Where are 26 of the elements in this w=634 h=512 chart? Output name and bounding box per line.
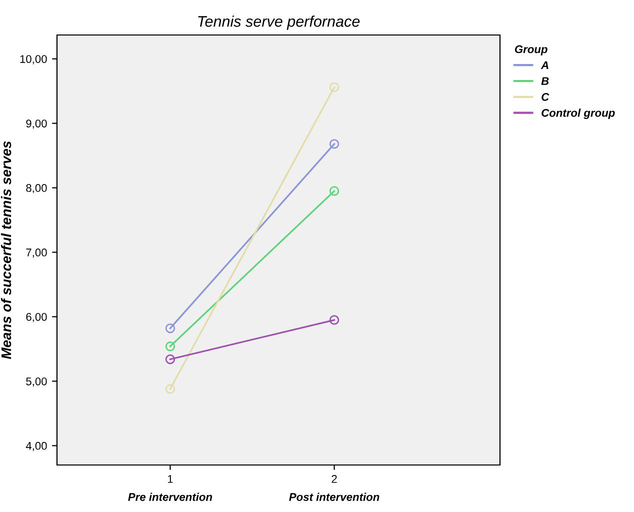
point [165, 342, 176, 352]
legend-label: Control group [542, 108, 615, 120]
x-tick-label: 1 [168, 475, 173, 483]
y-tick-label: 5,00 [26, 377, 47, 387]
point [165, 323, 176, 334]
point [165, 384, 176, 394]
y-axis-title: Means of succerful tennis serves [0, 141, 12, 359]
point [329, 186, 340, 196]
y-tick-label: 8,00 [26, 184, 47, 194]
legend-label: C [542, 93, 550, 101]
point [329, 315, 340, 325]
point [329, 139, 340, 149]
text: Pre intervention [128, 492, 212, 501]
legend-title: Group [514, 45, 548, 56]
legend-label: A [540, 61, 548, 69]
y-tick-label: 6,00 [26, 312, 47, 322]
y-tick-label: 9,00 [26, 120, 47, 129]
chart-title: Tennis serve perfornace [198, 16, 360, 30]
y-tick-label: 4,00 [26, 442, 47, 452]
y-tick-label: 7,00 [26, 248, 47, 258]
x-tick-label: 2 [332, 475, 337, 483]
legend-label: B [541, 77, 549, 85]
point [165, 354, 176, 364]
point [329, 82, 340, 92]
text: Post intervention [289, 492, 380, 501]
y-tick-label: 10,00 [20, 55, 47, 64]
